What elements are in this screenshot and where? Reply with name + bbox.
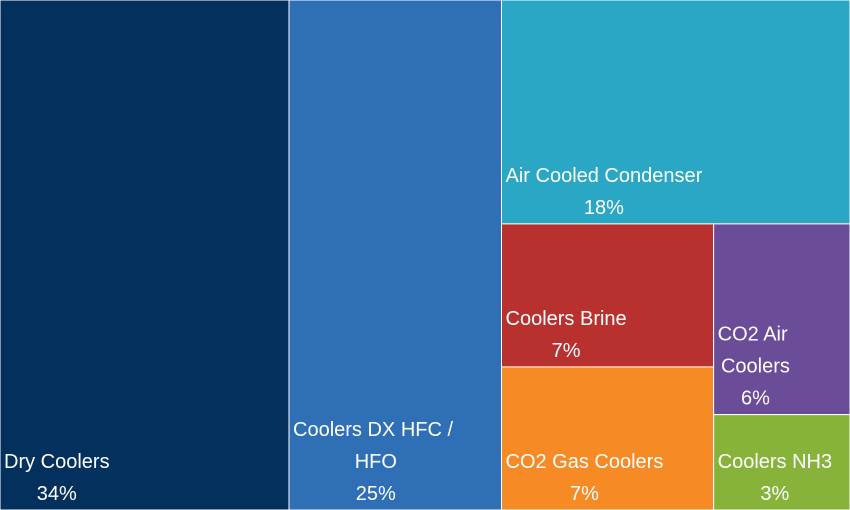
- tile: [288, 0, 502, 510]
- tile: [501, 366, 715, 510]
- tile-label: CO2 Gas Coolers: [506, 451, 664, 473]
- tile-label-line: Coolers Brine: [506, 308, 627, 330]
- tile-label-line: HFO: [355, 451, 397, 473]
- tile: [713, 223, 850, 416]
- tile-label: Coolers Brine: [506, 308, 627, 330]
- tile-label: Coolers NH3: [718, 451, 832, 473]
- tile-label: Coolers DX HFC / HFO: [293, 419, 459, 473]
- tile-value-label: 34%: [37, 483, 77, 505]
- tile-label: Air Cooled Condenser: [506, 165, 703, 187]
- tile-value-label: 7%: [552, 340, 581, 362]
- tile: [501, 223, 715, 368]
- tile-label-line: CO2 Gas Coolers: [506, 451, 664, 473]
- tile-value-label: 18%: [584, 197, 624, 219]
- tile-value-label: 6%: [741, 388, 770, 410]
- tile: [713, 414, 850, 510]
- tile: [501, 0, 850, 225]
- tile-label-line: Air Cooled Condenser: [506, 165, 703, 187]
- tile-value-label: 3%: [760, 483, 789, 505]
- tile-label-line: Coolers DX HFC /: [293, 419, 459, 441]
- tile-label: Dry Coolers: [4, 451, 110, 473]
- tile-label-line: Coolers: [721, 356, 790, 378]
- tile-label-line: Dry Coolers: [4, 451, 110, 473]
- tile-label-line: Coolers NH3: [718, 451, 832, 473]
- tile: [0, 0, 290, 510]
- tile-label: CO2 Air Coolers: [718, 324, 794, 378]
- tile-label-line: CO2 Air: [718, 324, 794, 346]
- tile-value-label: 7%: [570, 483, 599, 505]
- tile-value-label: 25%: [356, 483, 396, 505]
